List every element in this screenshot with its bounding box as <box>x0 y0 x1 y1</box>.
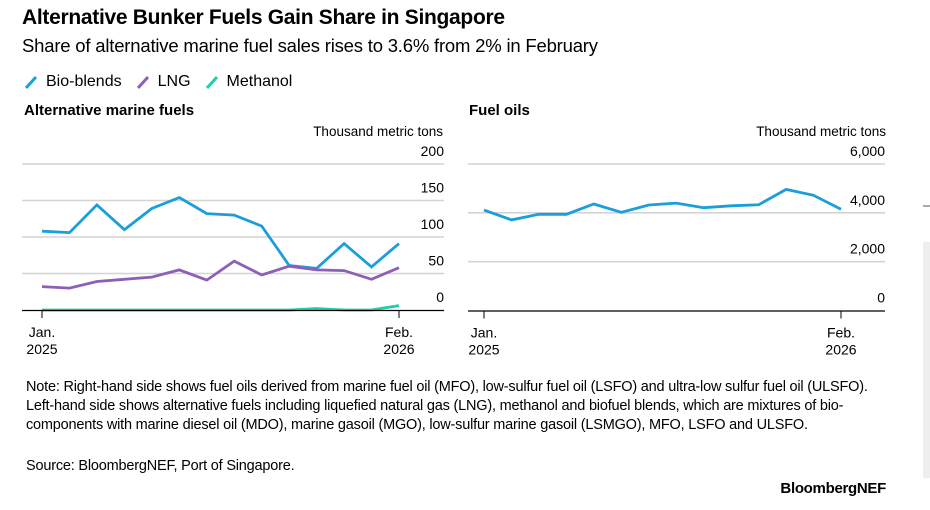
legend-label: Bio-blends <box>46 73 122 90</box>
legend-item-lng: LNG <box>136 73 191 91</box>
legend-label: Methanol <box>226 73 293 90</box>
panel-title-alternative: Alternative marine fuels <box>24 102 195 119</box>
diagonal-line-icon <box>136 75 149 89</box>
y-axis-unit-label-right: Thousand metric tons <box>756 124 886 139</box>
x-tick-label: Feb. <box>385 324 413 340</box>
legend: Bio-blends LNG Methanol <box>24 73 306 91</box>
legend-label: LNG <box>157 73 191 90</box>
y-tick-label: 0 <box>877 290 885 306</box>
diagonal-line-icon <box>205 75 218 89</box>
charts-canvas: 200150100500Jan.2025Feb.20266,0004,0002,… <box>22 143 885 358</box>
x-tick-label: 2026 <box>825 342 856 358</box>
series-line-lng <box>41 259 400 290</box>
source-line: Source: BloombergNEF, Port of Singapore. <box>26 458 295 474</box>
brand-logo: BloombergNEF <box>780 480 886 497</box>
y-tick-label: 150 <box>421 180 445 196</box>
x-tick-label: 2025 <box>468 342 499 358</box>
y-tick-label: 0 <box>436 289 444 305</box>
x-tick-label: 2025 <box>26 341 57 357</box>
y-tick-label: 50 <box>428 253 444 269</box>
y-tick-label: 100 <box>421 216 445 232</box>
side-dash <box>923 205 930 207</box>
x-tick-label: 2026 <box>383 341 414 357</box>
legend-item-bio-blends: Bio-blends <box>24 73 122 91</box>
legend-item-methanol: Methanol <box>205 73 293 91</box>
chart-subtitle: Share of alternative marine fuel sales r… <box>22 35 598 56</box>
y-tick-label: 200 <box>421 143 445 159</box>
series-line-fuel-oils <box>483 187 842 222</box>
diagonal-line-icon <box>24 75 38 89</box>
side-panel <box>923 242 930 478</box>
series-line-methanol <box>42 304 400 312</box>
y-tick-label: 2,000 <box>850 241 885 257</box>
series-line-bio-blends <box>41 196 400 270</box>
x-tick-label: Jan. <box>29 324 55 340</box>
y-tick-label: 4,000 <box>850 192 885 208</box>
x-tick-label: Jan. <box>471 325 497 341</box>
panel-title-fuel-oils: Fuel oils <box>469 102 530 119</box>
footnote: Note: Right-hand side shows fuel oils de… <box>26 379 868 433</box>
y-tick-label: 6,000 <box>850 143 885 159</box>
x-tick-label: Feb. <box>827 325 855 341</box>
y-axis-unit-label-left: Thousand metric tons <box>313 124 443 139</box>
chart-title: Alternative Bunker Fuels Gain Share in S… <box>22 6 505 29</box>
